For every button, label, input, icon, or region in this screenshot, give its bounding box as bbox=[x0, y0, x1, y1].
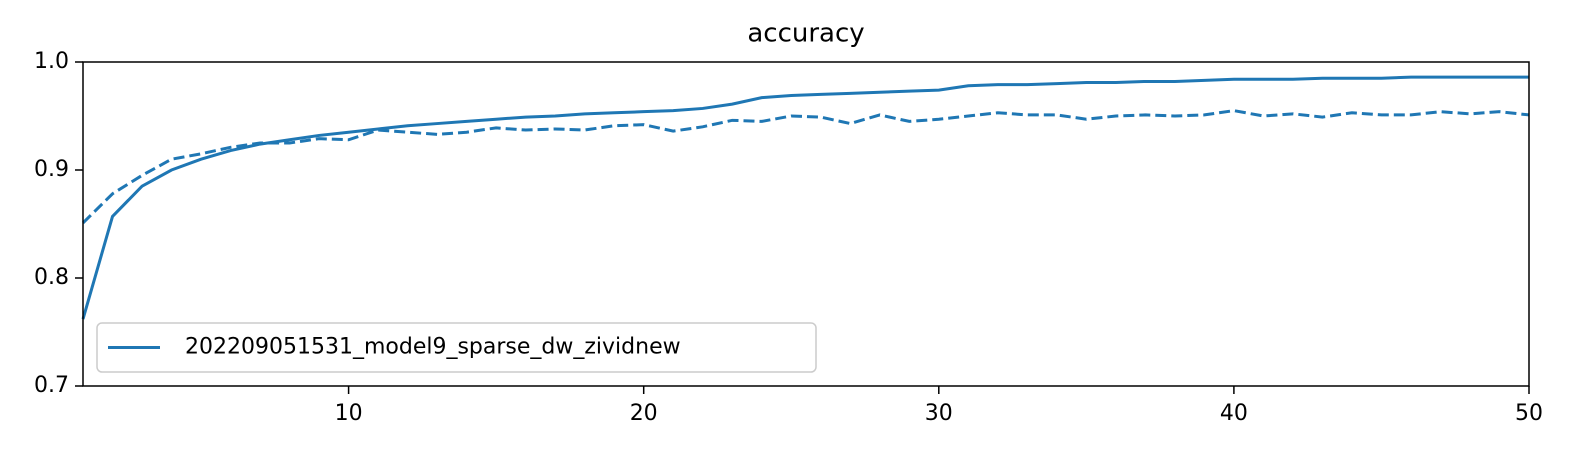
series-line bbox=[81, 109, 1530, 224]
series-line bbox=[81, 75, 1529, 320]
y-tick-label: 1.0 bbox=[34, 49, 69, 74]
y-tick-label: 0.8 bbox=[34, 265, 69, 290]
x-tick-label: 20 bbox=[630, 401, 658, 426]
plot-frame bbox=[82, 61, 1530, 387]
legend-box bbox=[96, 322, 817, 373]
x-tick-label: 40 bbox=[1220, 401, 1248, 426]
x-tick-label: 10 bbox=[335, 401, 363, 426]
x-tick-label: 50 bbox=[1515, 401, 1543, 426]
x-tick-label: 30 bbox=[925, 401, 953, 426]
y-tick-label: 0.9 bbox=[34, 157, 69, 182]
legend-label: 202209051531_model9_sparse_dw_zividnew bbox=[185, 335, 681, 360]
chart-title: accuracy bbox=[747, 19, 864, 49]
y-tick-label: 0.7 bbox=[34, 373, 69, 398]
